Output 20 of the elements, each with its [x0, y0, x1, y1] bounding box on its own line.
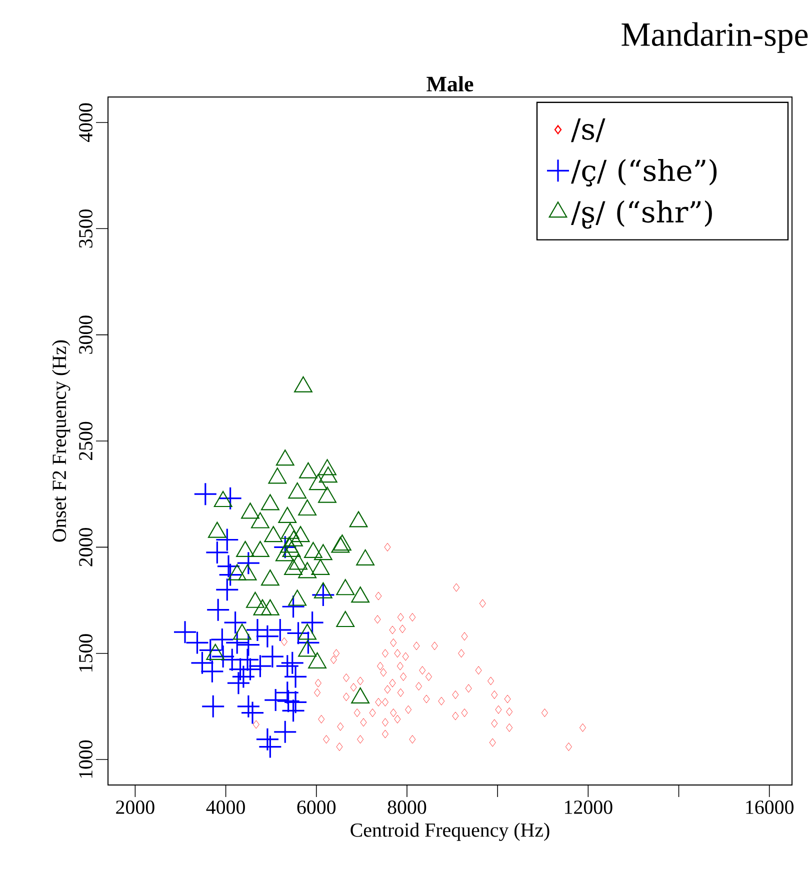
- y-tick-label: 1500: [79, 634, 92, 672]
- x-axis-title: Centroid Frequency (Hz): [350, 822, 550, 841]
- x-tick-label: 8000: [388, 800, 426, 814]
- legend-label: /ç/ (“she”): [570, 158, 717, 186]
- x-tick-label: 4000: [206, 800, 245, 814]
- y-axis-title: Onset F2 Frequency (Hz): [52, 340, 70, 542]
- y-tick-label: 2000: [79, 528, 92, 566]
- chart-title: Mandarin-spe: [622, 22, 808, 53]
- y-tick-label: 3000: [79, 316, 92, 354]
- x-tick-label: 16000: [746, 800, 794, 814]
- x-tick-label: 6000: [297, 800, 336, 814]
- y-tick-label: 1000: [79, 740, 92, 778]
- x-tick-label: 2000: [116, 800, 154, 814]
- chart-subtitle: Male: [426, 76, 474, 92]
- legend-label: /s/: [570, 118, 606, 142]
- y-tick-label: 3500: [79, 209, 92, 248]
- y-tick-label: 2500: [79, 422, 92, 460]
- legend-label: /ʂ/ (“shr”): [570, 200, 712, 229]
- x-tick-label: 12000: [565, 800, 612, 814]
- y-tick-label: 4000: [79, 103, 92, 142]
